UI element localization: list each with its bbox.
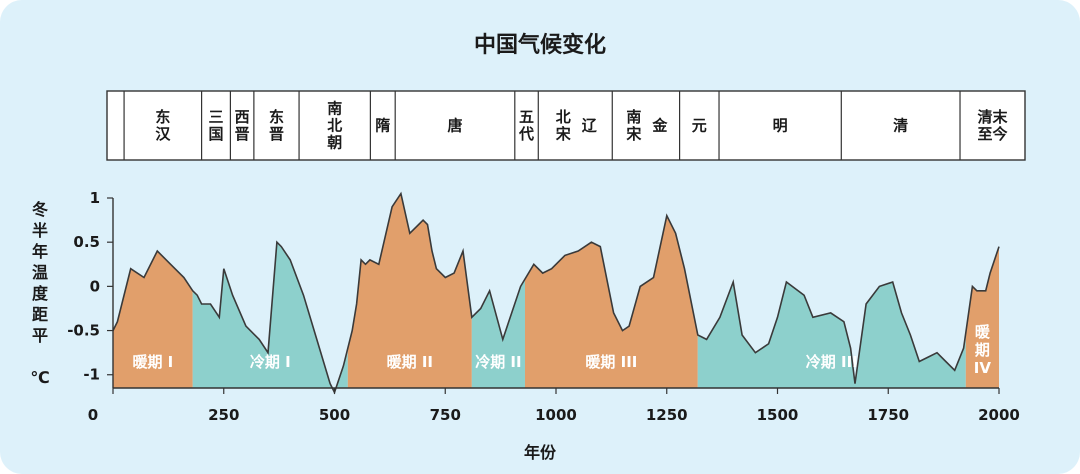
y-label-char: 距 <box>32 305 48 324</box>
x-tick-label: 1250 <box>646 406 688 424</box>
dynasty-label: 国 <box>208 125 223 143</box>
dynasty-timeline: 东汉三国西晋东晋南北朝隋唐五代北宋辽南宋金元明清清末至今 <box>106 90 1026 161</box>
period-label: 冷期 III <box>806 353 858 371</box>
x-tick-label: 2000 <box>978 406 1020 424</box>
dynasty-label: 代 <box>518 125 534 143</box>
period-areas <box>113 193 999 393</box>
dynasty-label: 至今 <box>978 125 1008 143</box>
dynasty-label: 东 <box>155 108 170 126</box>
x-tick-label: 500 <box>319 406 350 424</box>
dynasty-label: 五 <box>519 108 534 126</box>
period-label: 暖期 I <box>132 353 173 371</box>
x-tick-label: 1000 <box>535 406 577 424</box>
dynasty-label: 汉 <box>155 125 171 143</box>
dynasty-label: 元 <box>692 117 707 135</box>
y-tick-label: 0.5 <box>73 233 100 251</box>
y-tick-label: -0.5 <box>67 322 100 340</box>
dynasty-label: 西 <box>235 108 250 126</box>
dynasty-label: 北 <box>327 117 342 135</box>
dynasty-label: 东 <box>269 108 284 126</box>
y-unit-label: ℃ <box>30 368 49 387</box>
x-tick-label: 0 <box>88 406 98 424</box>
x-tick-label: 750 <box>430 406 461 424</box>
period-area <box>965 246 999 388</box>
y-tick-label: 0 <box>90 277 100 295</box>
dynasty-box <box>106 90 1026 161</box>
dynasty-label: 金 <box>651 117 668 135</box>
dynasty-label: 南 <box>626 108 641 126</box>
dynasty-label: 唐 <box>447 117 462 135</box>
period-area <box>524 215 698 388</box>
period-label: 冷期 I <box>250 353 291 371</box>
temperature-curve <box>112 191 1000 395</box>
x-tick-label: 1500 <box>757 406 799 424</box>
dynasty-label: 三 <box>208 108 223 126</box>
y-tick-label: 1 <box>90 189 100 207</box>
dynasty-label: 明 <box>773 117 788 135</box>
x-axis-label: 年份 <box>524 443 557 462</box>
y-label-char: 年 <box>32 242 48 261</box>
y-tick-label: -1 <box>83 366 100 384</box>
dynasty-label: 宋 <box>625 125 642 143</box>
y-label-char: 半 <box>32 221 48 240</box>
period-label: 暖 <box>975 323 991 341</box>
dynasty-label: 清末 <box>978 108 1009 126</box>
period-label: 暖期 II <box>387 353 433 371</box>
period-area <box>347 193 472 388</box>
y-label-char: 平 <box>32 326 48 345</box>
y-label-char: 温 <box>31 263 48 282</box>
dynasty-label: 宋 <box>555 125 572 143</box>
period-area <box>113 251 193 388</box>
y-label-char: 冬 <box>32 200 48 219</box>
dynasty-label: 朝 <box>327 134 342 152</box>
chart-title: 中国气候变化 <box>474 32 606 58</box>
temperature-line <box>112 191 1000 395</box>
dynasty-label: 晋 <box>269 125 284 143</box>
period-label: 冷期 II <box>475 353 521 371</box>
x-tick-label: 250 <box>208 406 239 424</box>
period-label: 暖期 III <box>585 353 637 371</box>
dynasty-label: 辽 <box>582 117 597 135</box>
period-area <box>192 242 348 393</box>
period-label: 期 <box>975 341 990 359</box>
dynasty-label: 隋 <box>375 117 390 135</box>
dynasty-label: 北 <box>556 108 571 126</box>
axes: 1 0.5 0 -0.5 -1 0 250 500 750 1000 1250 1500 1750 200… <box>67 189 1020 424</box>
dynasty-label: 南 <box>327 100 342 118</box>
y-label-char: 度 <box>32 284 49 303</box>
period-area <box>697 282 966 388</box>
dynasty-label: 清 <box>893 117 908 135</box>
period-area <box>471 279 525 388</box>
period-label: IV <box>974 359 992 377</box>
x-tick-label: 1750 <box>867 406 909 424</box>
dynasty-label: 晋 <box>235 125 250 143</box>
